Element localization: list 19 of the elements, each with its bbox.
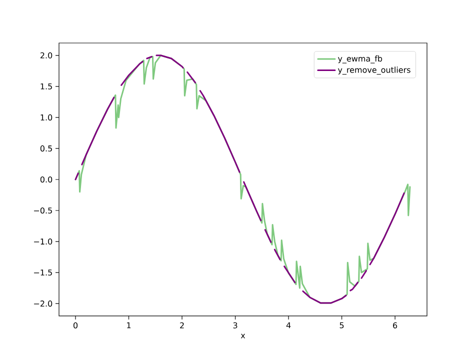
y-tick-label: −2.0 (34, 300, 52, 307)
x-tick-label: 3 (233, 322, 238, 328)
y-tick-label: 0.0 (40, 176, 52, 183)
y-tick-label: −1.5 (34, 270, 52, 276)
y-tick-label: 1.5 (40, 83, 52, 90)
x-tick-label: 5 (340, 322, 344, 328)
x-tick-label: 6 (393, 322, 398, 328)
x-tick-label: 2 (180, 322, 184, 328)
x-tick-label: 0 (74, 322, 78, 328)
x-tick-label: 1 (127, 322, 131, 328)
y-tick-label: 1.0 (40, 114, 52, 120)
y-tick-label: 0.5 (40, 145, 52, 152)
y-tick-label: −0.5 (34, 207, 52, 214)
y-tick-label: 2.0 (40, 52, 52, 58)
y-tick-label: −1.0 (34, 238, 52, 245)
x-tick-label: 4 (286, 322, 291, 328)
legend-label: y_remove_outliers (338, 66, 410, 75)
legend-label: y_ewma_fb (338, 55, 382, 64)
x-axis-title: x (240, 334, 246, 338)
